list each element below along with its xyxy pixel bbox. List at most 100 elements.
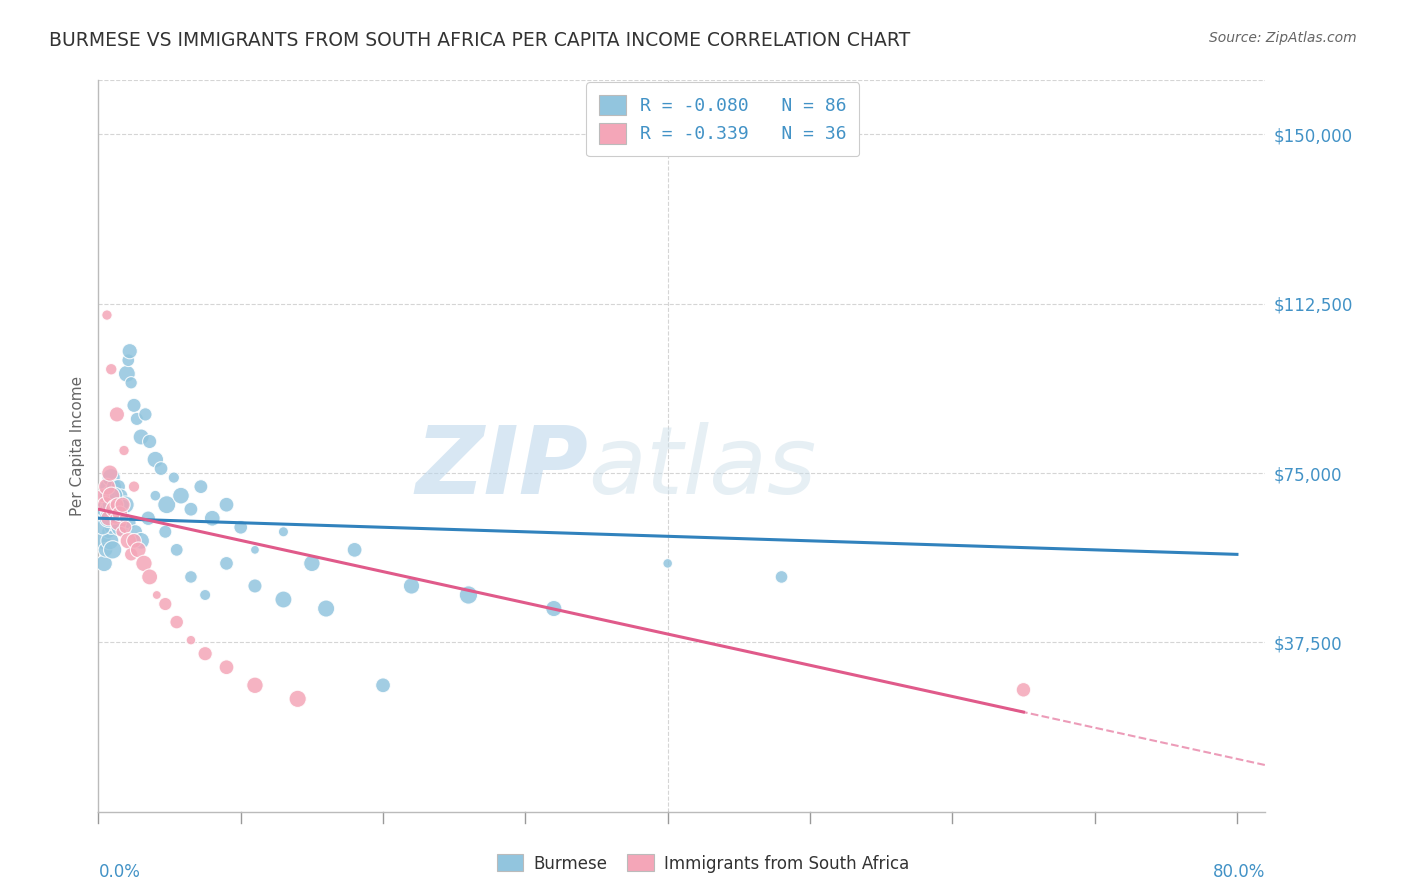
- Point: [273, 524, 295, 539]
- Point: [243, 579, 266, 593]
- Point: [108, 498, 131, 512]
- Point: [143, 452, 166, 467]
- Point: [146, 588, 169, 602]
- Point: [770, 570, 793, 584]
- Point: [170, 489, 193, 503]
- Point: [273, 592, 295, 607]
- Point: [117, 533, 139, 548]
- Point: [98, 533, 121, 548]
- Point: [91, 489, 114, 503]
- Point: [134, 408, 156, 422]
- Point: [104, 498, 127, 512]
- Point: [150, 461, 173, 475]
- Text: atlas: atlas: [589, 423, 817, 514]
- Point: [371, 678, 394, 692]
- Point: [122, 480, 145, 494]
- Point: [94, 542, 117, 557]
- Point: [229, 520, 252, 534]
- Point: [155, 524, 177, 539]
- Point: [132, 557, 155, 571]
- Point: [103, 502, 125, 516]
- Point: [215, 557, 238, 571]
- Text: ZIP: ZIP: [416, 422, 589, 514]
- Point: [100, 362, 122, 376]
- Point: [117, 353, 139, 368]
- Point: [215, 660, 238, 674]
- Point: [111, 498, 134, 512]
- Point: [125, 412, 148, 426]
- Point: [103, 507, 125, 521]
- Point: [110, 524, 132, 539]
- Point: [94, 502, 117, 516]
- Point: [112, 443, 135, 458]
- Point: [112, 511, 135, 525]
- Point: [457, 588, 479, 602]
- Point: [97, 511, 120, 525]
- Point: [190, 480, 212, 494]
- Point: [343, 542, 366, 557]
- Point: [100, 498, 122, 512]
- Point: [94, 502, 117, 516]
- Point: [96, 308, 118, 322]
- Point: [194, 588, 217, 602]
- Point: [163, 470, 186, 484]
- Point: [107, 502, 129, 516]
- Point: [136, 511, 159, 525]
- Point: [105, 489, 128, 503]
- Point: [105, 511, 128, 525]
- Point: [166, 615, 188, 629]
- Legend: Burmese, Immigrants from South Africa: Burmese, Immigrants from South Africa: [491, 847, 915, 880]
- Point: [112, 511, 135, 525]
- Point: [138, 434, 160, 449]
- Point: [101, 511, 124, 525]
- Point: [243, 542, 266, 557]
- Point: [657, 557, 679, 571]
- Point: [98, 484, 121, 499]
- Point: [122, 398, 145, 412]
- Legend: R = -0.080   N = 86, R = -0.339   N = 36: R = -0.080 N = 86, R = -0.339 N = 36: [586, 82, 859, 156]
- Point: [112, 498, 135, 512]
- Point: [100, 489, 122, 503]
- Point: [97, 489, 120, 503]
- Point: [122, 533, 145, 548]
- Point: [93, 557, 115, 571]
- Point: [120, 547, 142, 561]
- Point: [101, 493, 124, 508]
- Point: [124, 524, 146, 539]
- Point: [103, 480, 125, 494]
- Point: [105, 507, 128, 521]
- Point: [118, 516, 141, 530]
- Point: [243, 678, 266, 692]
- Point: [96, 498, 118, 512]
- Point: [98, 466, 121, 480]
- Point: [180, 502, 202, 516]
- Point: [118, 344, 141, 359]
- Point: [91, 520, 114, 534]
- Point: [108, 507, 131, 521]
- Point: [100, 520, 122, 534]
- Text: 80.0%: 80.0%: [1213, 863, 1265, 881]
- Point: [114, 498, 136, 512]
- Point: [96, 516, 118, 530]
- Point: [97, 511, 120, 525]
- Point: [96, 480, 118, 494]
- Point: [110, 489, 132, 503]
- Point: [98, 507, 121, 521]
- Point: [97, 524, 120, 539]
- Point: [194, 647, 217, 661]
- Point: [129, 533, 152, 548]
- Point: [111, 502, 134, 516]
- Point: [104, 516, 127, 530]
- Point: [127, 542, 149, 557]
- Point: [120, 376, 142, 390]
- Point: [166, 542, 188, 557]
- Point: [156, 498, 179, 512]
- Point: [107, 516, 129, 530]
- Point: [201, 511, 224, 525]
- Point: [143, 489, 166, 503]
- Point: [1012, 682, 1035, 697]
- Point: [108, 520, 131, 534]
- Point: [155, 597, 177, 611]
- Point: [543, 601, 565, 615]
- Point: [180, 633, 202, 648]
